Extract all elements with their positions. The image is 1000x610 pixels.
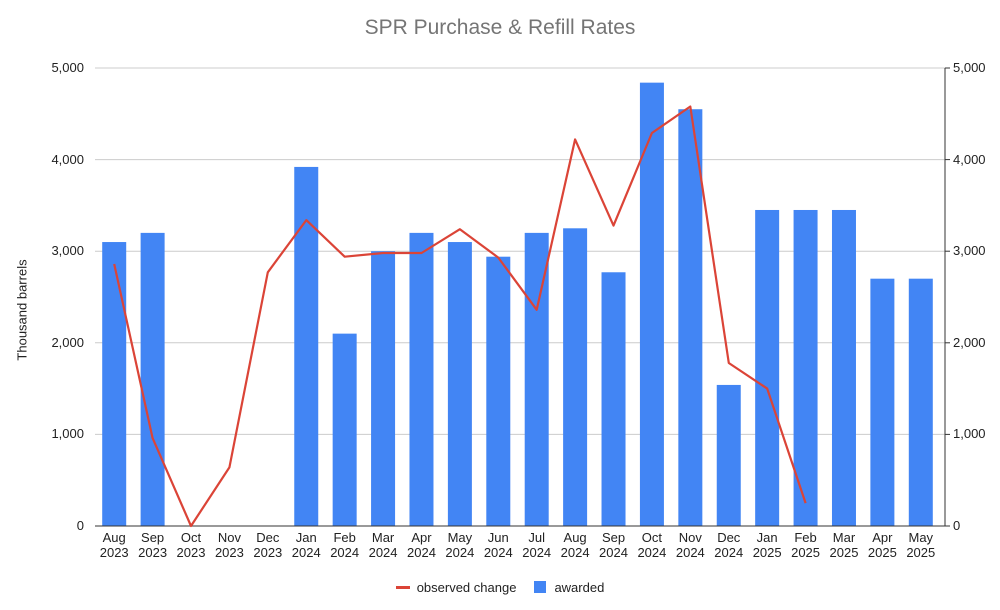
axes [95,67,950,527]
bar-awarded-apr-2025 [870,278,895,526]
bar-awarded-sep-2024 [601,272,626,526]
bar-awarded-aug-2023 [102,242,127,527]
x-tick-label-may-2025: May 2025 [906,530,936,560]
chart-title: SPR Purchase & Refill Rates [364,16,636,39]
x-tick-label-aug-2024: Aug 2024 [560,530,590,560]
x-tick-label-mar-2024: Mar 2024 [368,530,398,560]
bar-awarded-jul-2024 [524,232,549,526]
y-tick-label-left: 4,000 [51,151,84,167]
y-tick-label-left: 2,000 [51,334,84,350]
legend-label-awarded: awarded [554,579,605,595]
x-tick-label-may-2024: May 2024 [445,530,475,560]
y-tick-label-right: 5,000 [953,60,986,75]
y-tick-label-left: 1,000 [51,426,84,442]
bar-awarded-jan-2025 [755,209,780,527]
y-tick-label-right: 2,000 [953,334,986,350]
observed-change-series [113,105,807,528]
legend-label-observed-change: observed change [416,579,517,595]
bar-awarded-jun-2024 [486,256,511,526]
y-tick-label-left: 3,000 [51,243,84,259]
x-tick-label-nov-2024: Nov 2024 [675,530,705,560]
x-tick-label-dec-2023: Dec 2023 [253,530,283,560]
x-tick-label-apr-2025: Apr 2025 [867,530,897,560]
legend: observed change awarded [0,578,1000,596]
legend-item-observed-change: observed change [395,579,517,595]
x-tick-label-jan-2025: Jan 2025 [752,530,782,560]
x-tick-label-dec-2024: Dec 2024 [714,530,744,560]
bar-awarded-nov-2024 [678,109,703,526]
bar-awarded-apr-2024 [409,232,434,526]
awarded-bars [102,82,933,527]
y-tick-label-right: 1,000 [953,426,986,442]
x-tick-label-apr-2024: Apr 2024 [407,530,436,560]
bar-awarded-mar-2024 [371,251,396,526]
x-tick-label-feb-2024: Feb 2024 [330,530,360,560]
bar-awarded-sep-2023 [140,232,165,526]
legend-item-awarded: awarded [534,580,604,595]
x-tick-label-sep-2024: Sep 2024 [599,530,628,560]
legend-line-swatch [395,585,410,589]
x-tick-label-oct-2024: Oct 2024 [637,530,667,560]
y-tick-label-right: 4,000 [953,151,986,167]
legend-bar-swatch [534,581,547,593]
x-tick-label-jan-2024: Jan 2024 [291,530,321,560]
x-tick-label-aug-2023: Aug 2023 [99,530,129,560]
bar-awarded-feb-2025 [793,209,818,527]
x-tick-label-jun-2024: Jun 2024 [483,530,513,560]
bar-awarded-aug-2024 [563,228,588,527]
x-tick-label-oct-2023: Oct 2023 [176,530,206,560]
bar-awarded-dec-2024 [716,384,741,526]
y-tick-label-right: 0 [953,518,961,533]
y-tick-label-right: 3,000 [953,243,986,259]
x-tick-label-jul-2024: Jul 2024 [522,530,552,560]
bar-awarded-mar-2025 [831,209,856,527]
x-tick-label-sep-2023: Sep 2023 [138,530,168,560]
bar-awarded-feb-2024 [332,333,357,526]
bar-awarded-may-2025 [908,278,933,526]
bar-awarded-may-2024 [447,242,472,527]
observed-change-line [113,105,807,528]
y-tick-label-left: 0 [76,518,84,533]
x-tick-label-feb-2025: Feb 2025 [791,530,821,560]
y-tick-label-left: 5,000 [51,60,84,75]
bar-awarded-oct-2024 [639,82,664,526]
x-tick-label-nov-2023: Nov 2023 [214,530,244,560]
x-tick-label-mar-2025: Mar 2025 [829,530,859,560]
